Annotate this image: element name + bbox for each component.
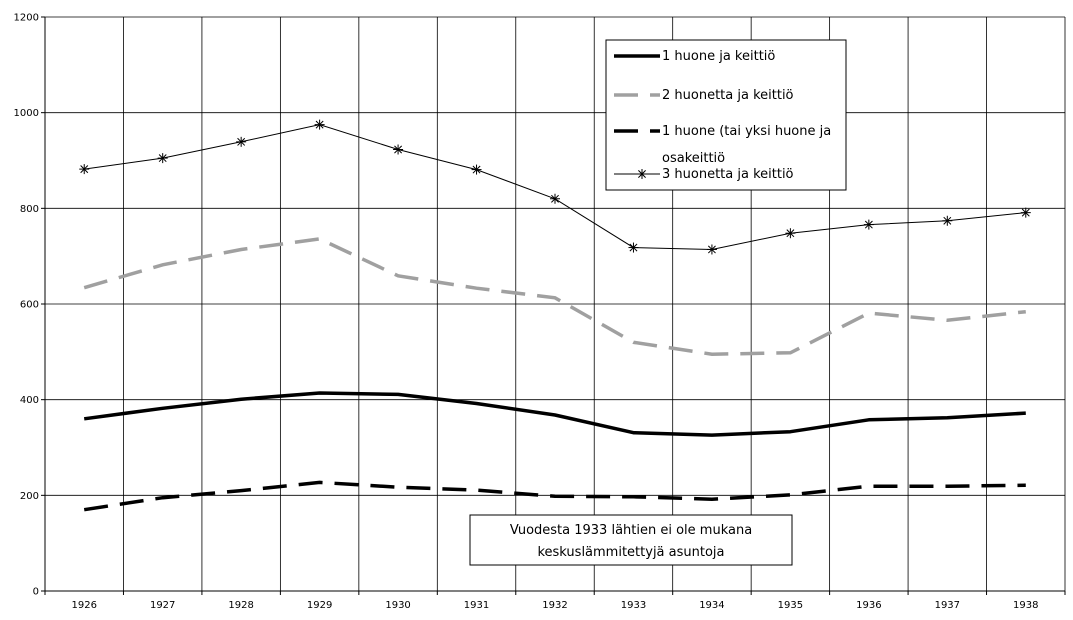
marker-stroke: [315, 120, 324, 129]
y-tick-label: 1200: [14, 13, 39, 24]
legend-label-series-2: 2 huonetta ja keittiö: [662, 88, 794, 103]
x-tick-label: 1933: [621, 600, 646, 611]
marker-stroke: [472, 165, 481, 174]
x-tick-label: 1930: [385, 600, 410, 611]
marker-stroke: [1021, 208, 1030, 217]
marker-stroke: [237, 137, 246, 146]
x-tick-label: 1938: [1013, 600, 1038, 611]
x-tick-label: 1935: [778, 600, 803, 611]
data-point-series-4: [157, 153, 168, 164]
data-point-series-4: [863, 219, 874, 230]
data-point-series-4: [314, 119, 325, 130]
marker-stroke: [864, 220, 873, 229]
tick-labels: 0 200 400 600 800 1000 1200 1926 1927 1928 1929 193…: [14, 13, 1039, 612]
y-tick-label: 800: [20, 204, 39, 215]
data-point-series-4: [471, 164, 482, 175]
data-point-series-4: [79, 164, 90, 175]
legend-box: [605, 39, 847, 191]
marker-stroke: [638, 170, 646, 178]
series-line-2: [83, 237, 1026, 356]
grid-lines: [45, 16, 1066, 591]
marker-stroke: [551, 194, 559, 203]
legend-label-series-4: 3 huonetta ja keittiö: [662, 167, 794, 182]
x-tick-label: 1936: [856, 600, 881, 611]
data-point-series-4: [236, 136, 247, 147]
data-point-series-4: [706, 244, 717, 255]
x-tick-label: 1937: [935, 600, 960, 611]
x-tick-label: 1934: [699, 600, 724, 611]
data-point-series-4: [785, 228, 796, 239]
annotation-frame: [469, 514, 793, 566]
marker-stroke: [786, 229, 795, 238]
y-tick-label: 200: [20, 491, 39, 502]
data-point-series-4: [942, 215, 953, 226]
x-tick-label: 1929: [307, 600, 332, 611]
series-lines: [79, 119, 1031, 512]
annotation-box: Vuodesta 1933 lähtien ei ole mukana kesk…: [469, 514, 793, 566]
marker-stroke: [394, 145, 403, 154]
x-tick-label: 1928: [228, 600, 253, 611]
y-tick-label: 1000: [14, 108, 39, 119]
x-tick-label: 1932: [542, 600, 567, 611]
data-point-series-4: [550, 193, 560, 204]
annotation-line-2: keskuslämmitettyjä asuntoja: [537, 545, 724, 560]
series-line-1: [83, 391, 1026, 437]
marker-stroke: [943, 216, 952, 225]
legend-label-series-3-line-1: 1 huone (tai yksi huone ja: [662, 124, 831, 139]
axes: [41, 16, 1066, 595]
annotation-line-1: Vuodesta 1933 lähtien ei ole mukana: [510, 523, 752, 538]
data-point-series-4: [1020, 207, 1031, 218]
y-tick-label: 400: [20, 395, 39, 406]
legend-label-series-3-line-2: osakeittiö: [662, 151, 725, 166]
legend: 1 huone ja keittiö 2 huonetta ja keittiö…: [605, 39, 847, 191]
x-tick-label: 1931: [464, 600, 489, 611]
marker-stroke: [707, 245, 716, 254]
y-tick-label: 600: [20, 300, 39, 311]
x-tick-label: 1927: [150, 600, 175, 611]
marker-stroke: [80, 165, 89, 174]
marker-stroke: [158, 154, 167, 163]
legend-star-marker: [637, 169, 647, 179]
y-tick-label: 0: [33, 587, 39, 598]
legend-label-series-1: 1 huone ja keittiö: [662, 49, 775, 64]
series-line-3: [83, 480, 1026, 512]
x-tick-label: 1926: [72, 600, 97, 611]
series-line-4: [84, 124, 1026, 251]
data-point-series-4: [628, 242, 639, 253]
legend-star: [637, 169, 647, 179]
marker-stroke: [629, 243, 638, 252]
data-point-series-4: [393, 144, 404, 155]
